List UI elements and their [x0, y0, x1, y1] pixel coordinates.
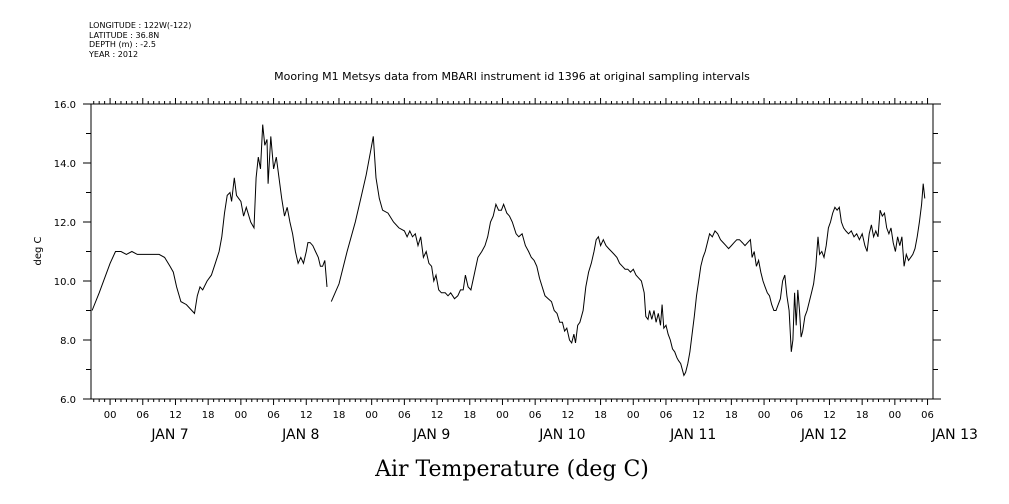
x-axis-label: Air Temperature (deg C): [374, 457, 649, 482]
x-day-label: JAN 10: [538, 427, 585, 443]
x-tick-label: 06: [267, 410, 280, 421]
x-day-label: JAN 13: [931, 427, 978, 443]
y-tick-label: 16.0: [54, 100, 76, 111]
x-tick-label: 12: [169, 410, 182, 421]
x-tick-label: 00: [235, 410, 248, 421]
x-tick-label: 18: [463, 410, 476, 421]
y-tick-label: 8.0: [60, 336, 76, 347]
x-tick-label: 12: [823, 410, 836, 421]
axis-tick-labels: 00 06 12 18 00 06 12 18 00 06 12 18 00 06 12 18 00 06 12 18…: [54, 100, 978, 443]
x-tick-label: 12: [431, 410, 444, 421]
x-day-label: JAN 7: [150, 427, 188, 443]
x-tick-label: 00: [758, 410, 771, 421]
x-tick-label: 18: [333, 410, 346, 421]
latitude-label: LATITUDE : 36.8N: [89, 30, 160, 40]
x-tick-label: 06: [136, 410, 149, 421]
x-tick-label: 06: [790, 410, 803, 421]
y-tick-label: 14.0: [54, 159, 76, 170]
y-tick-label: 6.0: [60, 395, 76, 406]
x-tick-label: 06: [921, 410, 934, 421]
air-temperature-line: [91, 124, 328, 315]
x-day-label: JAN 12: [800, 427, 847, 443]
chart-title: Mooring M1 Metsys data from MBARI instru…: [274, 70, 750, 83]
x-tick-label: 12: [692, 410, 705, 421]
y-tick-label: 12.0: [54, 218, 76, 229]
longitude-label: LONGITUDE : 122W(-122): [89, 21, 192, 30]
x-tick-label: 00: [888, 410, 901, 421]
x-tick-label: 12: [561, 410, 574, 421]
x-tick-label: 00: [496, 410, 509, 421]
x-tick-label: 18: [725, 410, 738, 421]
x-tick-label: 06: [660, 410, 673, 421]
x-tick-label: 00: [365, 410, 378, 421]
y-axis-label: deg C: [33, 236, 44, 265]
y-tick-label: 10.0: [54, 277, 76, 288]
x-tick-label: 06: [529, 410, 542, 421]
axis-ticks: [83, 98, 941, 405]
x-tick-label: 06: [398, 410, 411, 421]
metadata-block: LONGITUDE : 122W(-122) LATITUDE : 36.8N …: [89, 21, 191, 59]
x-tick-label: 12: [300, 410, 313, 421]
series-lines: [91, 124, 926, 377]
x-tick-label: 18: [856, 410, 869, 421]
x-day-label: JAN 11: [669, 427, 716, 443]
x-tick-label: 18: [202, 410, 215, 421]
x-tick-label: 18: [594, 410, 607, 421]
x-day-label: JAN 8: [281, 427, 319, 443]
air-temperature-line: [330, 136, 926, 377]
x-day-label: JAN 9: [412, 427, 450, 443]
plot-frame: [90, 103, 934, 400]
x-tick-label: 00: [104, 410, 117, 421]
x-tick-label: 00: [627, 410, 640, 421]
depth-label: DEPTH (m) : -2.5: [89, 40, 156, 49]
year-label: YEAR : 2012: [89, 49, 139, 59]
